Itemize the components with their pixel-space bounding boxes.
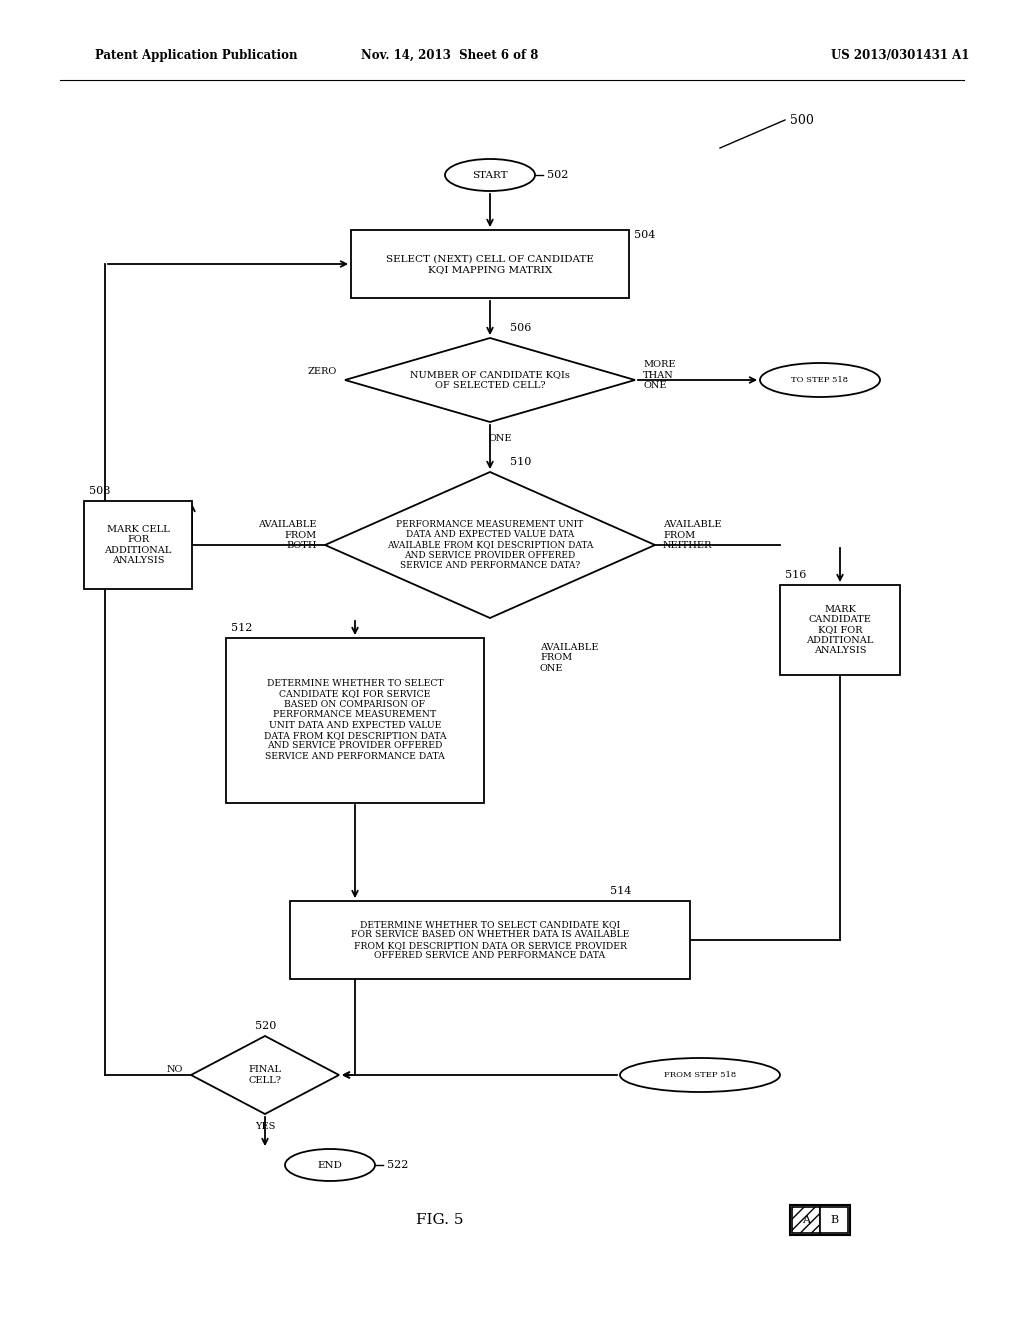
Polygon shape [325,473,655,618]
Text: AVAILABLE
FROM
ONE: AVAILABLE FROM ONE [540,643,598,673]
Ellipse shape [445,158,535,191]
Text: ZERO: ZERO [308,367,337,376]
Bar [790,1205,850,1236]
Ellipse shape [760,363,880,397]
Bar [290,902,690,979]
Text: MARK
CANDIDATE
KQI FOR
ADDITIONAL
ANALYSIS: MARK CANDIDATE KQI FOR ADDITIONAL ANALYS… [806,605,873,655]
Text: DETERMINE WHETHER TO SELECT
CANDIDATE KQI FOR SERVICE
BASED ON COMPARISON OF
PER: DETERMINE WHETHER TO SELECT CANDIDATE KQ… [264,678,446,760]
Polygon shape [191,1036,339,1114]
Ellipse shape [285,1148,375,1181]
Text: ONE: ONE [488,434,512,444]
Text: US 2013/0301431 A1: US 2013/0301431 A1 [830,49,969,62]
Text: 520: 520 [255,1020,276,1031]
Text: FIG. 5: FIG. 5 [416,1213,464,1228]
Text: 510: 510 [510,457,531,467]
Text: 514: 514 [610,886,632,896]
Text: 500: 500 [790,114,814,127]
Text: END: END [317,1160,342,1170]
Bar [226,638,484,803]
Text: SELECT (NEXT) CELL OF CANDIDATE
KQI MAPPING MATRIX: SELECT (NEXT) CELL OF CANDIDATE KQI MAPP… [386,255,594,273]
Text: DETERMINE WHETHER TO SELECT CANDIDATE KQI
FOR SERVICE BASED ON WHETHER DATA IS A: DETERMINE WHETHER TO SELECT CANDIDATE KQ… [351,920,629,960]
Ellipse shape [620,1059,780,1092]
Text: 516: 516 [785,570,806,579]
Text: AVAILABLE
FROM
BOTH: AVAILABLE FROM BOTH [258,520,317,550]
Text: A: A [802,1214,810,1225]
Text: Patent Application Publication: Patent Application Publication [95,49,298,62]
Text: 522: 522 [387,1160,409,1170]
Text: FINAL
CELL?: FINAL CELL? [249,1065,282,1085]
Text: NO: NO [167,1065,183,1074]
Bar [820,1206,848,1233]
Bar [351,230,629,298]
Polygon shape [345,338,635,422]
Bar [780,585,900,675]
Text: YES: YES [255,1122,275,1131]
Bar [792,1206,820,1233]
Text: START: START [472,170,508,180]
Text: NUMBER OF CANDIDATE KQIs
OF SELECTED CELL?: NUMBER OF CANDIDATE KQIs OF SELECTED CEL… [410,371,570,389]
Text: 506: 506 [510,323,531,333]
Bar [84,502,193,589]
Text: MARK CELL
FOR
ADDITIONAL
ANALYSIS: MARK CELL FOR ADDITIONAL ANALYSIS [104,525,172,565]
Text: B: B [829,1214,838,1225]
Text: FROM STEP 518: FROM STEP 518 [664,1071,736,1078]
Text: TO STEP 518: TO STEP 518 [792,376,849,384]
Text: Nov. 14, 2013  Sheet 6 of 8: Nov. 14, 2013 Sheet 6 of 8 [361,49,539,62]
Text: 502: 502 [547,170,568,180]
Text: 508: 508 [89,486,111,496]
Text: MORE
THAN
ONE: MORE THAN ONE [643,360,676,389]
Text: 504: 504 [634,230,655,240]
Text: PERFORMANCE MEASUREMENT UNIT
DATA AND EXPECTED VALUE DATA
AVAILABLE FROM KQI DES: PERFORMANCE MEASUREMENT UNIT DATA AND EX… [387,520,593,570]
Text: 512: 512 [231,623,252,634]
Text: AVAILABLE
FROM
NEITHER: AVAILABLE FROM NEITHER [663,520,722,550]
